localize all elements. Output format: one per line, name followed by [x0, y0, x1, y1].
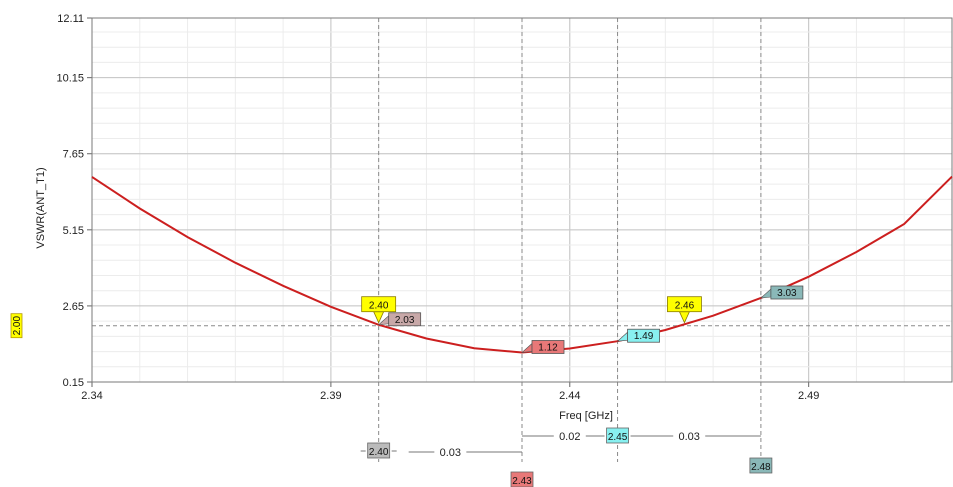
marker-value-box — [770, 285, 804, 300]
markers: 2.03 1.12 1.49 3.03 2.40 2.46 — [361, 285, 804, 354]
delta-label: 0.03 — [440, 447, 461, 459]
marker-value-box — [627, 328, 660, 343]
reference-lines: 2.00 — [10, 18, 952, 462]
crossing-label: 2.40 — [369, 301, 389, 312]
threshold-label: 2.00 — [12, 316, 23, 336]
x-tick-label: 2.49 — [798, 390, 819, 402]
x-marker-box — [510, 471, 534, 487]
marker-value-box — [531, 340, 565, 354]
x-marker-box — [749, 457, 773, 474]
y-tick-label: 2.65 — [63, 301, 84, 313]
plot-frame — [91, 17, 953, 383]
y-tick-label: 10.15 — [56, 73, 84, 85]
x-marker-box — [367, 442, 391, 459]
marker-value-label: 1.12 — [538, 342, 558, 353]
x-tick-label: 2.44 — [559, 390, 580, 402]
x-marker-label: 2.40 — [369, 447, 389, 458]
marker-value-label: 3.03 — [777, 288, 797, 299]
marker-value-label: 1.49 — [634, 331, 654, 342]
x-marker-label: 2.43 — [512, 476, 532, 487]
marker-pointer — [521, 342, 533, 353]
x-tick-label: 2.34 — [81, 390, 102, 402]
crossing-box — [667, 296, 702, 313]
threshold-label-box — [10, 313, 23, 339]
marker-value-label: 2.03 — [395, 315, 415, 326]
x-marker-box — [606, 427, 629, 444]
x-marker-label: 2.45 — [608, 432, 628, 443]
y-axis-label: VSWR(ANT_T1) — [35, 167, 47, 248]
x-tick-label: 2.39 — [320, 390, 341, 402]
delta-label: 0.03 — [679, 431, 700, 443]
y-tick-label: 7.65 — [63, 149, 84, 161]
y-tick-label: 0.15 — [63, 377, 84, 389]
delta-annotations: 0.03 0.02 0.03 — [408, 431, 761, 459]
y-tick-label: 12.11 — [57, 13, 84, 25]
crossing-label: 2.46 — [675, 301, 695, 312]
x-marker-label: 2.48 — [751, 462, 771, 473]
x-markers: 2.40 2.43 2.45 2.48 — [360, 427, 773, 487]
x-axis-label: Freq [GHz] — [559, 410, 613, 422]
y-tick-label: 5.15 — [63, 225, 84, 237]
marker-value-box — [388, 312, 422, 327]
delta-label: 0.02 — [559, 431, 580, 443]
crossing-box — [361, 296, 397, 313]
axes: 2.34 2.39 2.44 2.49 0.15 2.65 5.15 7.65 10.15 12.… — [56, 13, 953, 402]
